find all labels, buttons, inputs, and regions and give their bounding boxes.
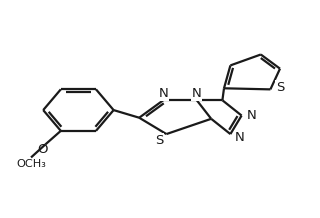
Text: O: O — [38, 143, 48, 156]
Text: N: N — [192, 87, 202, 100]
Text: N: N — [158, 87, 168, 100]
Text: OCH₃: OCH₃ — [16, 158, 46, 169]
Text: N: N — [235, 131, 244, 144]
Text: S: S — [155, 134, 164, 147]
Text: N: N — [246, 109, 256, 122]
Text: S: S — [276, 81, 284, 94]
